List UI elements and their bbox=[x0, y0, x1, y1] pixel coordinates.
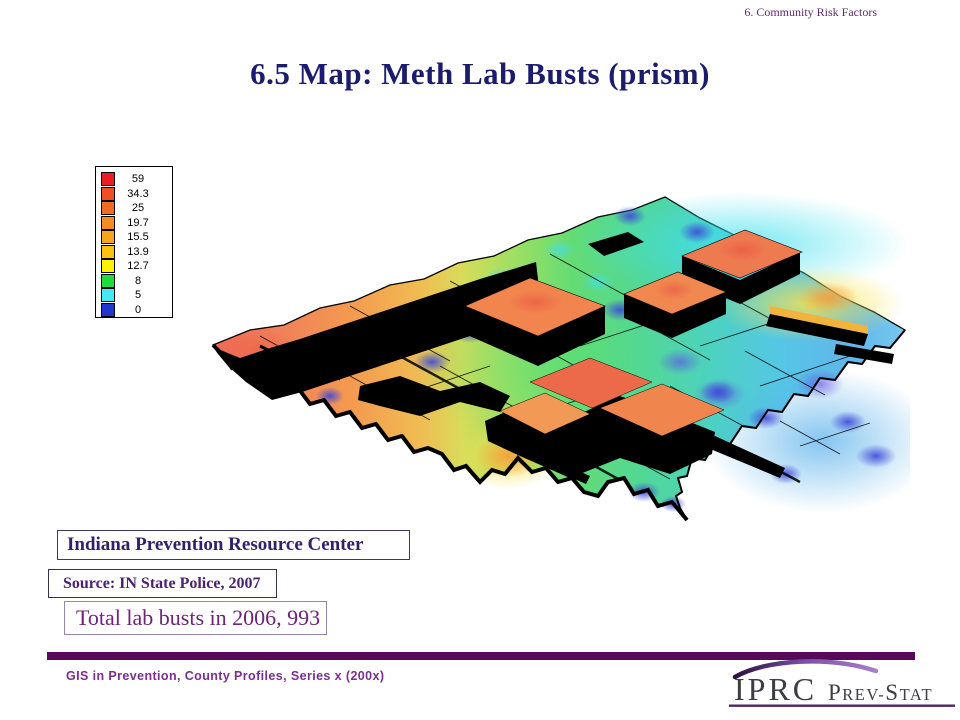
total-busts-box: Total lab busts in 2006, 993 bbox=[64, 601, 327, 635]
legend-row: 15.5 bbox=[96, 230, 172, 245]
legend-value: 19.7 bbox=[127, 216, 149, 229]
logo-arc-swoosh bbox=[732, 659, 879, 680]
legend-swatch bbox=[101, 302, 115, 317]
total-busts-text: Total lab busts in 2006, 993 bbox=[76, 605, 321, 630]
source-text: Source: IN State Police, 2007 bbox=[63, 574, 261, 592]
legend-value: 59 bbox=[131, 173, 145, 186]
svg-text:PREV-STAT: PREV-STAT bbox=[828, 680, 933, 705]
legend-items: 59 34.3 25 19.7 15.5 13.9 12.7 8 5 0 bbox=[96, 172, 172, 317]
legend-swatch bbox=[101, 215, 115, 230]
logo-prev-initial: P bbox=[828, 680, 842, 705]
page-title: 6.5 Map: Meth Lab Busts (prism) bbox=[250, 56, 710, 91]
section-reference: 6. Community Risk Factors bbox=[744, 5, 877, 19]
legend-value: 12.7 bbox=[127, 260, 149, 273]
map-prism-blocks bbox=[211, 229, 906, 522]
legend-row: 5 bbox=[96, 288, 172, 303]
legend-value: 25 bbox=[131, 202, 145, 215]
footer-series-text: GIS in Prevention, County Profiles, Seri… bbox=[66, 669, 385, 683]
legend-row: 8 bbox=[96, 273, 172, 289]
logo-iprc-text: IPRC bbox=[734, 671, 817, 707]
legend-swatch bbox=[101, 244, 115, 259]
legend-row: 0 bbox=[96, 302, 172, 318]
legend-swatch bbox=[101, 273, 115, 288]
legend-row: 12.7 bbox=[96, 259, 172, 274]
footer-divider-bar bbox=[47, 652, 915, 660]
org-name-box: Indiana Prevention Resource Center bbox=[57, 530, 410, 560]
legend-value: 15.5 bbox=[127, 231, 149, 244]
logo-underline bbox=[729, 704, 955, 707]
legend-value: 0 bbox=[134, 303, 142, 316]
legend-swatch bbox=[101, 230, 115, 245]
legend-swatch bbox=[101, 172, 115, 187]
legend-value: 34.3 bbox=[127, 187, 149, 200]
logo-svg: IPRC PREV-STAT bbox=[729, 659, 955, 707]
org-name-text: Indiana Prevention Resource Center bbox=[67, 534, 364, 555]
prism-map bbox=[200, 186, 940, 531]
logo-prev-rest: REV bbox=[842, 685, 878, 704]
legend-swatch bbox=[101, 201, 115, 216]
legend-row: 13.9 bbox=[96, 244, 172, 260]
legend-value: 8 bbox=[134, 274, 142, 287]
legend-row: 19.7 bbox=[96, 215, 172, 231]
legend-value: 5 bbox=[134, 289, 142, 302]
legend-row: 25 bbox=[96, 201, 172, 216]
legend-swatch bbox=[101, 288, 115, 303]
prism-map-svg bbox=[211, 192, 940, 522]
legend-row: 34.3 bbox=[96, 186, 172, 202]
legend-row: 59 bbox=[96, 172, 172, 187]
legend-swatch bbox=[101, 186, 115, 201]
map-legend: 59 34.3 25 19.7 15.5 13.9 12.7 8 5 0 bbox=[95, 166, 173, 318]
logo-dash: - bbox=[878, 685, 885, 704]
svg-text:IPRC: IPRC bbox=[734, 671, 817, 707]
iprc-prevstat-logo: IPRC PREV-STAT bbox=[722, 656, 960, 718]
logo-stat-rest: TAT bbox=[900, 685, 933, 704]
legend-value: 13.9 bbox=[127, 245, 149, 258]
source-box: Source: IN State Police, 2007 bbox=[48, 569, 277, 598]
legend-swatch bbox=[101, 259, 115, 274]
logo-stat-initial: S bbox=[885, 680, 899, 705]
